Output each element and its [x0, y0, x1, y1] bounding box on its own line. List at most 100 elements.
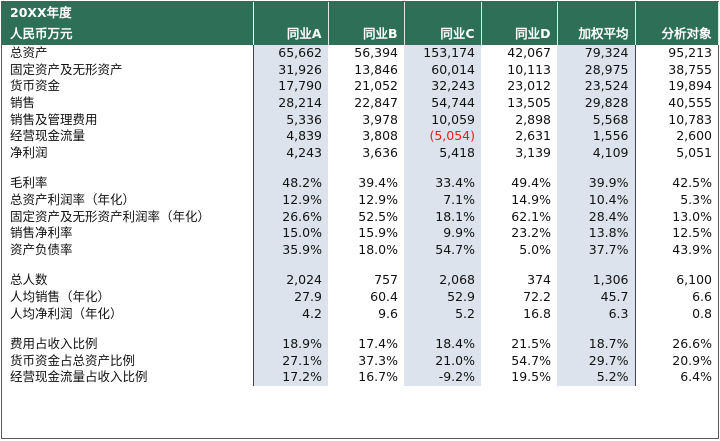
row-label: 毛利率 — [10, 175, 48, 191]
cell-peer-d: 13,505 — [507, 95, 551, 111]
table-row: 毛利率 48.2% 39.4% 33.4% 49.4% 39.9% 42.5% — [2, 175, 718, 192]
cell-subject: 19,894 — [634, 78, 718, 95]
cell-subject: 0.8 — [634, 305, 718, 322]
cell-peer-c: 54,744 — [404, 94, 481, 112]
cell-peer-d: 72.2 — [523, 289, 551, 305]
cell-peer-c: -9.2% — [404, 369, 481, 386]
cell-weighted-average: 79,324 — [557, 45, 635, 62]
table-row: 总资产利润率（年化） 12.9% 12.9% 7.1% 14.9% 10.4% 5.3% — [2, 191, 718, 209]
row-label: 总资产利润率（年化） — [10, 192, 136, 208]
cell-peer-b: 12.9% — [358, 192, 398, 208]
column-header-peer-c: 同业C — [404, 23, 482, 45]
section-spacer — [2, 258, 718, 273]
cell-peer-d: 3,139 — [515, 144, 551, 160]
row-label: 固定资产及无形资产 — [10, 61, 123, 77]
cell-peer-d: 10,113 — [507, 61, 551, 77]
table-row: 人均销售（年化） 27.9 60.4 52.9 72.2 45.7 6.6 — [2, 288, 718, 306]
table-row: 销售及管理费用 5,336 3,978 10,059 2,898 5,568 10,783 — [2, 111, 718, 128]
cell-weighted-average: 29,828 — [557, 94, 635, 112]
row-label: 资产负债率 — [10, 241, 73, 257]
cell-weighted-average: 4,109 — [557, 144, 635, 162]
cell-subject: 5.3% — [634, 191, 718, 209]
row-label: 总人数 — [10, 272, 48, 288]
cell-peer-b: 3,636 — [362, 144, 398, 160]
cell-peer-b: 17.4% — [358, 336, 398, 352]
cell-peer-d: 42,067 — [507, 45, 551, 61]
cell-peer-d: 23,012 — [507, 78, 551, 94]
table-row: 固定资产及无形资产利润率（年化） 26.6% 52.5% 18.1% 62.1% 28.4… — [2, 208, 718, 225]
cell-peer-c: 153,174 — [404, 45, 481, 62]
cell-peer-a: 15.0% — [252, 224, 328, 242]
row-label: 销售及管理费用 — [10, 111, 98, 127]
cell-peer-a: 4,839 — [252, 127, 328, 145]
row-label: 经营现金流量 — [10, 128, 86, 144]
row-label: 货币资金占总资产比例 — [10, 352, 136, 368]
cell-peer-c: 18.4% — [404, 335, 481, 353]
cell-subject: 6,100 — [634, 272, 718, 289]
cell-peer-b: 757 — [374, 272, 398, 288]
cell-peer-d: 374 — [527, 272, 551, 288]
table-row: 经营现金流量占收入比例 17.2% 16.7% -9.2% 19.5% 5.2% 6.4% — [2, 369, 718, 386]
table-row: 货币资金占总资产比例 27.1% 37.3% 21.0% 54.7% 29.7% 20.9% — [2, 352, 718, 370]
cell-peer-c: 2,068 — [404, 272, 481, 289]
cell-subject: 12.5% — [634, 224, 718, 242]
cell-peer-d: 2,631 — [515, 128, 551, 144]
cell-peer-b: 21,052 — [354, 78, 398, 94]
cell-peer-c: 5,418 — [404, 144, 481, 162]
table-row: 总资产 65,662 56,394 153,174 42,067 79,324 95,213 — [2, 45, 718, 62]
cell-peer-a: 18.9% — [252, 335, 328, 353]
cell-subject: 26.6% — [634, 335, 718, 353]
cell-peer-c: 33.4% — [404, 175, 481, 192]
column-header-peer-a: 同业A — [252, 23, 329, 45]
cell-subject: 6.6 — [634, 288, 718, 306]
column-header-subject: 分析对象 — [634, 23, 719, 45]
cell-peer-a: 2,024 — [252, 272, 328, 289]
cell-weighted-average: 37.7% — [557, 241, 635, 259]
cell-peer-d: 16.8 — [523, 305, 551, 321]
row-label: 经营现金流量占收入比例 — [10, 369, 148, 385]
cell-peer-b: 18.0% — [358, 241, 398, 257]
cell-peer-a: 4.2 — [252, 305, 328, 322]
peer-comparison-table: 20XX年度 人民币万元 同业A 同业B 同业C 同业D 加权平均 分析对象 总… — [2, 2, 719, 386]
cell-peer-b: 13,846 — [354, 61, 398, 77]
cell-peer-a: 27.1% — [252, 352, 328, 370]
cell-weighted-average: 28.4% — [557, 208, 635, 225]
cell-peer-b: 3,978 — [362, 111, 398, 127]
cell-subject: 2,600 — [634, 127, 718, 145]
cell-weighted-average: 5,568 — [557, 111, 635, 128]
cell-subject: 38,755 — [634, 61, 718, 79]
cell-peer-d: 49.4% — [511, 175, 551, 191]
row-label: 费用占收入比例 — [10, 336, 98, 352]
cell-weighted-average: 39.9% — [557, 175, 635, 192]
cell-peer-a: 4,243 — [252, 144, 328, 162]
table-row: 销售 28,214 22,847 54,744 13,505 29,828 40,555 — [2, 94, 718, 112]
cell-peer-b: 15.9% — [358, 225, 398, 241]
section-spacer — [2, 161, 718, 176]
cell-peer-c: 21.0% — [404, 352, 481, 370]
cell-peer-a: 28,214 — [252, 94, 328, 112]
cell-peer-a: 26.6% — [252, 208, 328, 225]
cell-peer-d: 54.7% — [511, 352, 551, 368]
cell-weighted-average: 18.7% — [557, 335, 635, 353]
cell-weighted-average: 23,524 — [557, 78, 635, 95]
cell-peer-c: 18.1% — [404, 208, 481, 225]
cell-peer-b: 39.4% — [358, 175, 398, 191]
cell-peer-d: 2,898 — [515, 111, 551, 127]
cell-subject: 43.9% — [634, 241, 718, 259]
cell-peer-b: 3,808 — [362, 128, 398, 144]
table-row: 费用占收入比例 18.9% 17.4% 18.4% 21.5% 18.7% 26.6% — [2, 335, 718, 353]
section-spacer — [2, 321, 718, 336]
cell-peer-b: 9.6 — [378, 305, 398, 321]
year-label: 20XX年度 — [2, 2, 254, 23]
row-label: 人均净利润（年化） — [10, 305, 123, 321]
table-row: 销售净利率 15.0% 15.9% 9.9% 23.2% 13.8% 12.5% — [2, 224, 718, 242]
column-header-weighted-average: 加权平均 — [557, 23, 636, 45]
cell-subject: 5,051 — [634, 144, 718, 162]
cell-peer-c: 5.2 — [404, 305, 481, 322]
row-label: 销售净利率 — [10, 225, 73, 241]
cell-peer-a: 12.9% — [252, 191, 328, 209]
cell-subject: 40,555 — [634, 94, 718, 112]
cell-peer-a: 31,926 — [252, 61, 328, 79]
cell-subject: 13.0% — [634, 208, 718, 225]
